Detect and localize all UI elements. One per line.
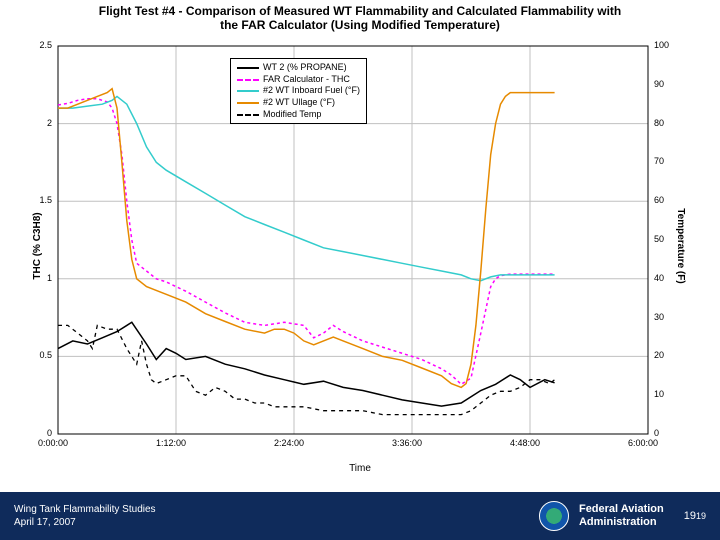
faa-seal-icon [539,501,569,531]
footer-right: Federal Aviation Administration 1919 [539,501,706,531]
x-axis-label: Time [349,463,371,474]
x-tick: 1:12:00 [156,438,186,448]
legend-swatch-icon [237,114,259,116]
legend-label: WT 2 (% PROPANE) [263,62,347,74]
legend-swatch-icon [237,79,259,81]
legend-label: #2 WT Ullage (°F) [263,97,335,109]
x-tick: 3:36:00 [392,438,422,448]
legend-item: #2 WT Inboard Fuel (°F) [237,85,360,97]
y-right-tick: 10 [654,389,664,399]
footer-left: Wing Tank Flammability Studies April 17,… [14,503,156,529]
y-right-tick: 80 [654,118,664,128]
faa-line-2: Administration [579,516,664,529]
page-number: 1919 [684,510,706,522]
x-tick: 2:24:00 [274,438,304,448]
y-right-tick: 60 [654,195,664,205]
faa-text: Federal Aviation Administration [579,503,664,529]
y-right-tick: 70 [654,156,664,166]
legend-item: WT 2 (% PROPANE) [237,62,360,74]
legend-swatch-icon [237,102,259,104]
y-right-tick: 50 [654,234,664,244]
y-right-tick: 100 [654,40,669,50]
y-left-tick: 2 [47,118,52,128]
legend-label: FAR Calculator - THC [263,74,350,86]
y-right-tick: 20 [654,350,664,360]
x-tick: 0:00:00 [38,438,68,448]
y-left-tick: 1 [47,273,52,283]
y-left-tick: 1.5 [39,195,52,205]
legend-label: #2 WT Inboard Fuel (°F) [263,85,360,97]
y-left-tick: 0 [47,428,52,438]
x-tick: 4:48:00 [510,438,540,448]
legend-label: Modified Temp [263,109,321,121]
y-left-tick: 0.5 [39,350,52,360]
y-right-tick: 40 [654,273,664,283]
page-b: 19 [696,511,706,521]
footer-study-title: Wing Tank Flammability Studies [14,503,156,516]
x-tick: 6:00:00 [628,438,658,448]
legend-swatch-icon [237,90,259,92]
legend: WT 2 (% PROPANE)FAR Calculator - THC#2 W… [230,58,367,124]
legend-item: Modified Temp [237,109,360,121]
footer-bar: Wing Tank Flammability Studies April 17,… [0,492,720,540]
y-right-tick: 90 [654,79,664,89]
footer-date: April 17, 2007 [14,516,156,529]
faa-line-1: Federal Aviation [579,503,664,516]
page-a: 19 [684,510,696,522]
y-right-tick: 30 [654,312,664,322]
y-left-tick: 2.5 [39,40,52,50]
chart-area: Flight Test #4 - Comparison of Measured … [0,0,720,492]
y-right-tick: 0 [654,428,659,438]
legend-item: FAR Calculator - THC [237,74,360,86]
legend-swatch-icon [237,67,259,69]
legend-item: #2 WT Ullage (°F) [237,97,360,109]
page: Flight Test #4 - Comparison of Measured … [0,0,720,540]
